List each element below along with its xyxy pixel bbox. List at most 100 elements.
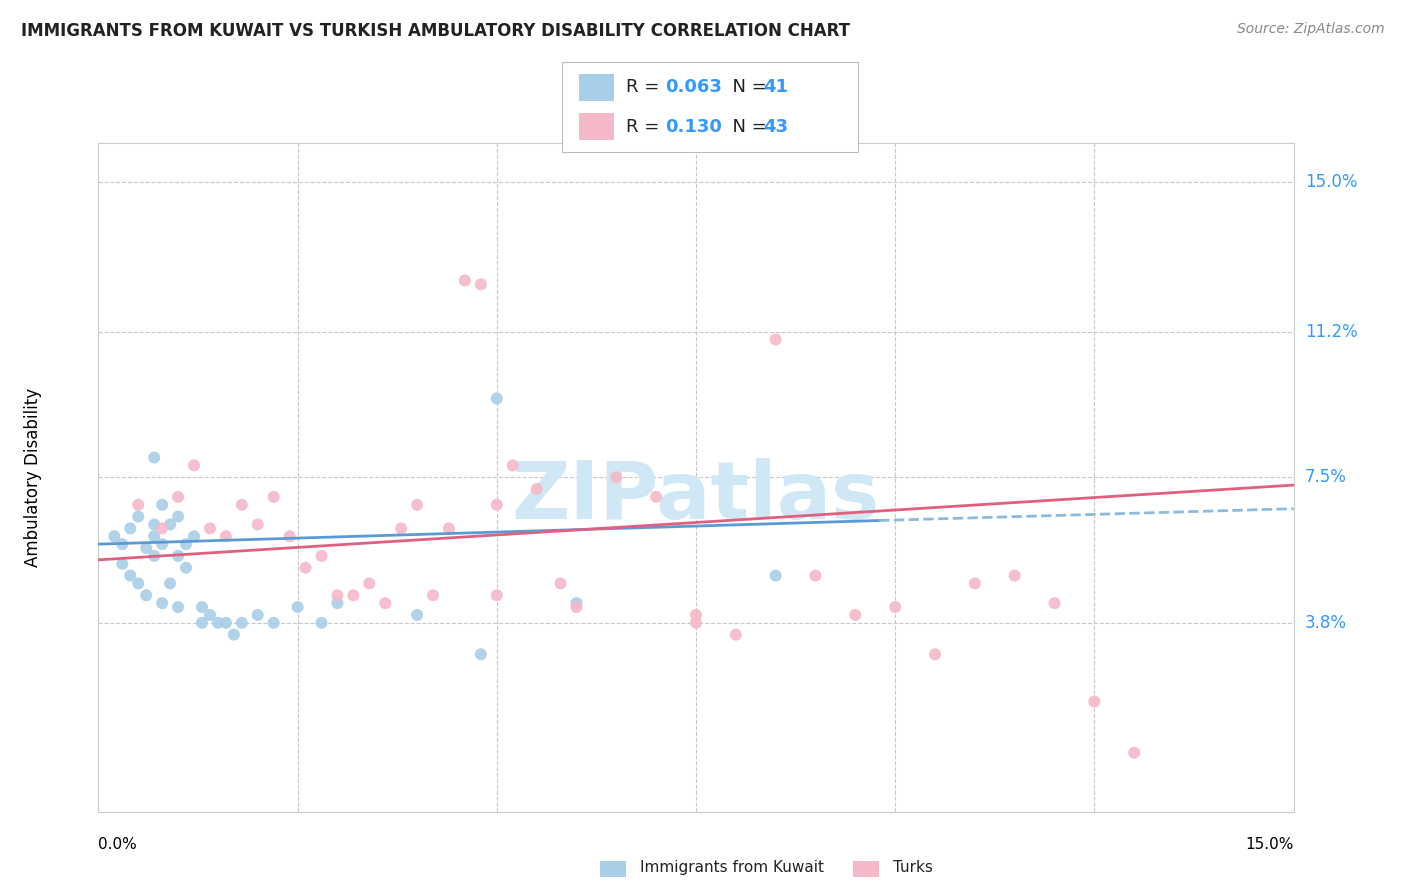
Point xyxy=(150,537,173,551)
Point xyxy=(222,627,245,641)
Point xyxy=(183,458,205,473)
Point xyxy=(1123,746,1146,760)
Text: ZIPatlas: ZIPatlas xyxy=(512,458,880,536)
Point xyxy=(605,470,627,484)
Point xyxy=(263,490,285,504)
Point xyxy=(135,588,157,602)
Text: Source: ZipAtlas.com: Source: ZipAtlas.com xyxy=(1237,22,1385,37)
Point xyxy=(150,498,173,512)
Point xyxy=(287,600,309,615)
Point xyxy=(198,607,221,622)
Point xyxy=(143,529,166,543)
Point xyxy=(159,576,181,591)
Point xyxy=(174,560,197,574)
Point xyxy=(111,537,134,551)
Text: Ambulatory Disability: Ambulatory Disability xyxy=(24,388,42,566)
Point xyxy=(111,557,134,571)
Text: 0.130: 0.130 xyxy=(665,118,721,136)
Text: Immigrants from Kuwait: Immigrants from Kuwait xyxy=(640,861,824,875)
Point xyxy=(342,588,364,602)
Point xyxy=(485,588,508,602)
Point xyxy=(278,529,301,543)
Point xyxy=(565,600,588,615)
Point xyxy=(724,627,747,641)
Point xyxy=(924,648,946,662)
Point xyxy=(685,607,707,622)
Point xyxy=(174,537,197,551)
Text: R =: R = xyxy=(626,78,665,96)
Point xyxy=(231,615,253,630)
Text: 15.0%: 15.0% xyxy=(1246,837,1294,852)
Point xyxy=(422,588,444,602)
Point xyxy=(326,596,349,610)
Point xyxy=(231,498,253,512)
Point xyxy=(526,482,548,496)
Point xyxy=(844,607,866,622)
Point xyxy=(1004,568,1026,582)
Point xyxy=(120,521,142,535)
Point xyxy=(406,498,429,512)
Point xyxy=(143,450,166,465)
Point xyxy=(437,521,460,535)
Point xyxy=(246,517,269,532)
Point xyxy=(191,615,214,630)
Point xyxy=(765,568,787,582)
Point xyxy=(167,509,190,524)
Point xyxy=(485,392,508,406)
Point xyxy=(359,576,381,591)
Point xyxy=(215,615,238,630)
Point xyxy=(389,521,412,535)
Text: 0.0%: 0.0% xyxy=(98,837,138,852)
Point xyxy=(246,607,269,622)
Point xyxy=(127,498,149,512)
Text: 7.5%: 7.5% xyxy=(1305,468,1347,486)
Text: 11.2%: 11.2% xyxy=(1305,323,1357,341)
Point xyxy=(485,498,508,512)
Point xyxy=(326,588,349,602)
Point xyxy=(159,517,181,532)
Point xyxy=(294,560,316,574)
Point xyxy=(374,596,396,610)
Point xyxy=(120,568,142,582)
Point xyxy=(103,529,125,543)
Point xyxy=(198,521,221,535)
Point xyxy=(502,458,524,473)
Point xyxy=(167,600,190,615)
Text: 0.063: 0.063 xyxy=(665,78,721,96)
Text: R =: R = xyxy=(626,118,665,136)
Point xyxy=(311,615,333,630)
Point xyxy=(1083,694,1105,708)
Point xyxy=(215,529,238,543)
Text: N =: N = xyxy=(721,78,773,96)
Point xyxy=(150,521,173,535)
Point xyxy=(454,273,477,287)
Point xyxy=(963,576,986,591)
Point xyxy=(765,333,787,347)
Point xyxy=(183,529,205,543)
Point xyxy=(191,600,214,615)
Point xyxy=(470,648,492,662)
Point xyxy=(167,549,190,563)
Point xyxy=(406,607,429,622)
Point xyxy=(685,615,707,630)
Point xyxy=(1043,596,1066,610)
Point xyxy=(645,490,668,504)
Point xyxy=(127,576,149,591)
Text: 43: 43 xyxy=(763,118,789,136)
Point xyxy=(167,490,190,504)
Point xyxy=(884,600,907,615)
Point xyxy=(135,541,157,555)
Text: Turks: Turks xyxy=(893,861,932,875)
Point xyxy=(470,277,492,292)
Point xyxy=(565,596,588,610)
Point xyxy=(143,517,166,532)
Point xyxy=(207,615,229,630)
Text: 41: 41 xyxy=(763,78,789,96)
Point xyxy=(311,549,333,563)
Text: N =: N = xyxy=(721,118,773,136)
Point xyxy=(127,509,149,524)
Point xyxy=(263,615,285,630)
Point xyxy=(550,576,572,591)
Point xyxy=(143,549,166,563)
Text: 3.8%: 3.8% xyxy=(1305,614,1347,632)
